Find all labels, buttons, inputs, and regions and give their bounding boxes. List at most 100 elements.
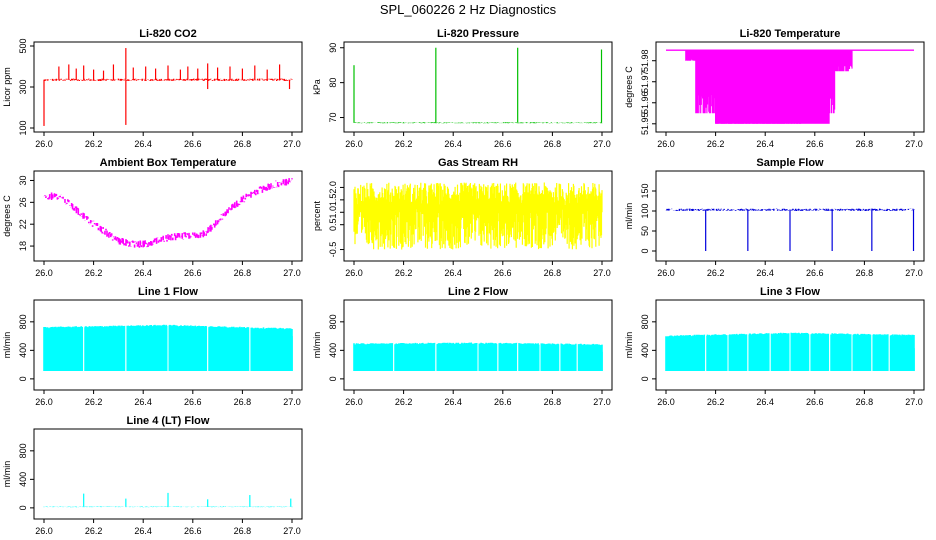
x-tick-label: 26.2 — [707, 139, 725, 149]
x-tick-label: 26.6 — [806, 268, 824, 278]
x-tick-label: 26.2 — [85, 139, 103, 149]
x-tick-label: 26.8 — [544, 139, 562, 149]
y-tick-label: 1.5 — [328, 194, 338, 207]
plot-area — [353, 342, 603, 372]
y-tick-label: 0 — [328, 376, 338, 381]
y-tick-label: 150 — [640, 183, 650, 198]
x-tick-label: 26.4 — [134, 526, 152, 536]
x-tick-label: 26.2 — [707, 268, 725, 278]
x-tick-label: 26.4 — [756, 139, 774, 149]
y-tick-label: 0 — [18, 376, 28, 381]
y-tick-label: 51.96 — [640, 92, 650, 115]
plot-area — [353, 182, 603, 250]
y-tick-label: 0 — [18, 505, 28, 510]
y-tick-label: 100 — [640, 203, 650, 218]
plot-area — [665, 332, 915, 372]
chart-title: Line 2 Flow — [448, 286, 508, 298]
chart-title: Line 1 Flow — [138, 286, 198, 298]
chart-title: Sample Flow — [756, 157, 824, 169]
drop-region — [685, 50, 697, 61]
y-tick-label: 100 — [18, 120, 28, 135]
x-tick-label: 27.0 — [905, 139, 923, 149]
x-tick-label: 27.0 — [283, 397, 301, 407]
x-tick-label: 27.0 — [905, 397, 923, 407]
y-axis-label: kPa — [312, 79, 322, 95]
x-tick-label: 27.0 — [905, 268, 923, 278]
plot-frame — [33, 170, 303, 262]
y-tick-label: 800 — [328, 314, 338, 329]
y-tick-label: 300 — [18, 79, 28, 94]
x-tick-label: 26.8 — [856, 268, 874, 278]
x-tick-label: 26.6 — [184, 526, 202, 536]
x-tick-label: 26.2 — [85, 526, 103, 536]
x-tick-label: 26.2 — [395, 397, 413, 407]
x-tick-label: 26.0 — [35, 526, 53, 536]
chart-line3_flow: Line 3 Flow ml/min 26.0 26.2 26.4 26.6 26.8 27.… — [624, 286, 925, 407]
series-band — [43, 324, 293, 371]
x-tick-label: 27.0 — [593, 397, 611, 407]
x-tick-label: 26.6 — [494, 268, 512, 278]
x-tick-label: 27.0 — [283, 139, 301, 149]
x-tick-label: 26.0 — [35, 139, 53, 149]
chart-line4_flow: Line 4 (LT) Flow ml/min 26.0 26.2 26.4 26.6 26… — [2, 415, 303, 536]
figure-title: SPL_060226 2 Hz Diagnostics — [380, 2, 557, 17]
drop-region — [801, 50, 836, 114]
y-axis-label: degrees C — [624, 66, 634, 108]
dense-region — [715, 90, 830, 124]
x-tick-label: 26.8 — [544, 397, 562, 407]
y-tick-label: 800 — [18, 443, 28, 458]
x-tick-label: 26.4 — [134, 268, 152, 278]
y-tick-label: 70 — [328, 113, 338, 123]
x-tick-label: 26.8 — [234, 526, 252, 536]
y-tick-label: 0 — [640, 376, 650, 381]
plot-frame — [655, 170, 925, 262]
x-tick-label: 26.4 — [444, 268, 462, 278]
y-tick-label: 400 — [18, 472, 28, 487]
y-tick-label: 30 — [18, 175, 28, 185]
x-tick-label: 27.0 — [283, 526, 301, 536]
x-tick-label: 26.6 — [494, 139, 512, 149]
chart-sample_flow: Sample Flow ml/min 26.0 26.2 26.4 26.6 26.8 27.… — [624, 157, 925, 278]
chart-licor_temp: Li-820 Temperature degrees C 26.0 26.2 26.4 2… — [624, 28, 925, 149]
plot-area — [43, 324, 293, 372]
y-tick-label: 18 — [18, 241, 28, 251]
chart-title: Li-820 CO2 — [139, 28, 196, 40]
chart-title: Gas Stream RH — [438, 157, 518, 169]
y-axis-label: ml/min — [312, 332, 322, 359]
x-tick-label: 26.4 — [756, 397, 774, 407]
y-tick-label: 22 — [18, 219, 28, 229]
y-axis-label: degrees C — [2, 195, 12, 237]
series-line — [43, 78, 293, 81]
plot-frame — [343, 299, 613, 391]
chart-title: Li-820 Pressure — [437, 28, 519, 40]
y-tick-label: 1.0 — [328, 206, 338, 219]
x-tick-label: 26.6 — [806, 397, 824, 407]
chart-title: Ambient Box Temperature — [100, 157, 237, 169]
x-tick-label: 26.0 — [345, 397, 363, 407]
x-tick-label: 26.8 — [544, 268, 562, 278]
chart-ambient_temp: Ambient Box Temperature degrees C 26.0 26.2… — [2, 157, 303, 278]
chart-co2: Li-820 CO2 Licor ppm 26.0 26.2 26.4 26.6 26.8 2… — [2, 28, 303, 149]
plot-frame — [655, 299, 925, 391]
x-tick-label: 26.4 — [756, 268, 774, 278]
plot-frame — [655, 41, 925, 133]
x-tick-label: 27.0 — [283, 268, 301, 278]
y-tick-label: 800 — [18, 314, 28, 329]
plot-frame — [343, 41, 613, 133]
y-tick-label: 51.98 — [640, 49, 650, 72]
plot-area — [43, 492, 293, 508]
chart-title: Li-820 Temperature — [740, 28, 841, 40]
x-tick-label: 27.0 — [593, 268, 611, 278]
x-tick-label: 26.8 — [856, 397, 874, 407]
drop-region — [695, 50, 717, 114]
chart-line1_flow: Line 1 Flow ml/min 26.0 26.2 26.4 26.6 26.8 27.… — [2, 286, 303, 407]
series-line — [353, 122, 603, 124]
plot-frame — [33, 299, 303, 391]
plot-area — [43, 48, 293, 126]
y-tick-label: 500 — [18, 38, 28, 53]
plot-frame — [343, 170, 613, 262]
plot-area — [666, 49, 914, 124]
x-tick-label: 26.0 — [657, 397, 675, 407]
y-tick-label: 51.97 — [640, 70, 650, 93]
x-tick-label: 26.8 — [234, 139, 252, 149]
